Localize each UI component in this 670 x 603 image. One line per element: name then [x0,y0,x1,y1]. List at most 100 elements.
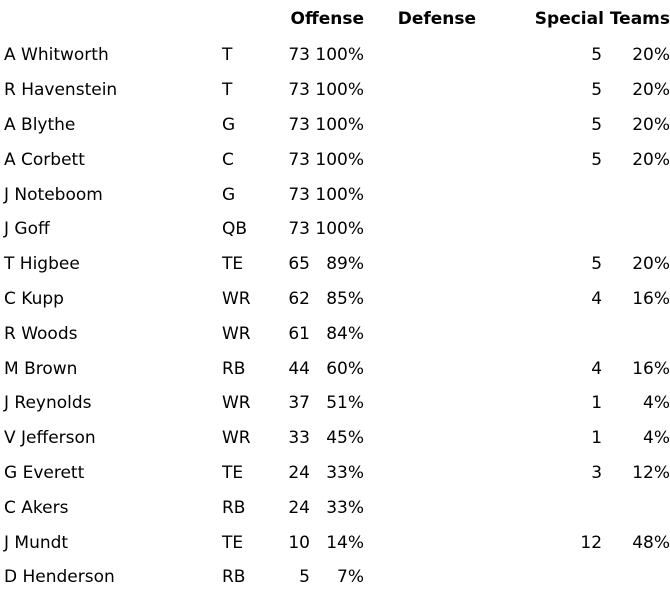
offense-snaps: 10 [288,532,310,553]
special-teams-percent [602,212,670,247]
offense-snaps: 73 [288,114,310,135]
defense-snaps [364,108,420,143]
special-teams-snaps: 1 [591,428,603,449]
special-teams-snaps: 3 [591,462,603,483]
special-teams-percent [602,560,670,595]
table-row: A Corbett C 73 100% 5 20% [0,142,670,177]
defense-percent [420,142,476,177]
defense-percent [420,73,476,108]
player-position: G [222,184,236,205]
defense-snaps [364,38,420,73]
special-teams-percent: 20% [632,114,670,135]
special-teams-snaps: 5 [591,45,603,66]
offense-snaps: 37 [288,393,310,414]
defense-snaps [364,177,420,212]
special-teams-percent: 20% [632,45,670,66]
defense-snaps [364,490,420,525]
offense-percent: 100% [315,80,365,101]
defense-snaps [364,247,420,282]
special-teams-percent: 16% [632,358,670,379]
player-position: T [222,80,233,101]
special-teams-snaps: 1 [591,393,603,414]
player-position: RB [222,497,246,518]
player-position: RB [222,358,246,379]
special-teams-snaps: 5 [591,149,603,170]
offense-percent: 100% [315,149,365,170]
player-name: A Corbett [4,149,85,170]
defense-snaps [364,560,420,595]
header-special-teams: Special Teams [534,9,670,29]
special-teams-percent: 20% [632,149,670,170]
special-teams-percent: 16% [632,288,670,309]
player-position: G [222,114,236,135]
special-teams-percent: 4% [643,393,670,414]
defense-snaps [364,351,420,386]
header-row: Offense Defense Special Teams [0,0,670,38]
defense-snaps [364,525,420,560]
special-teams-percent: 12% [632,462,670,483]
offense-snaps: 44 [288,358,310,379]
offense-percent: 60% [326,358,365,379]
offense-percent: 84% [326,323,365,344]
header-defense: Defense [397,9,477,29]
player-name: J Mundt [4,532,69,553]
table-row: M Brown RB 44 60% 4 16% [0,351,670,386]
offense-percent: 85% [326,288,365,309]
defense-percent [420,421,476,456]
player-position: WR [222,428,251,449]
offense-snaps: 33 [288,428,310,449]
offense-snaps: 24 [288,462,310,483]
header-offense: Offense [290,9,365,29]
defense-snaps [364,212,420,247]
defense-snaps [364,142,420,177]
offense-percent: 89% [326,254,365,275]
player-name: D Henderson [4,567,115,588]
offense-snaps: 73 [288,184,310,205]
defense-percent [420,525,476,560]
special-teams-snaps: 5 [591,80,603,101]
special-teams-percent: 4% [643,428,670,449]
special-teams-percent [602,316,670,351]
special-teams-percent: 20% [632,254,670,275]
player-name: J Goff [4,219,50,240]
special-teams-snaps [476,316,602,351]
player-position: WR [222,323,251,344]
offense-snaps: 62 [288,288,310,309]
defense-percent [420,108,476,143]
table-row: R Woods WR 61 84% [0,316,670,351]
player-position: TE [222,532,244,553]
offense-percent: 14% [326,532,365,553]
player-position: TE [222,462,244,483]
offense-snaps: 65 [288,254,310,275]
player-name: M Brown [4,358,78,379]
player-name: C Akers [4,497,69,518]
special-teams-snaps: 4 [591,358,603,379]
defense-percent [420,282,476,317]
defense-percent [420,490,476,525]
table-row: C Akers RB 24 33% [0,490,670,525]
special-teams-snaps [476,490,602,525]
player-name: A Blythe [4,114,76,135]
defense-snaps [364,316,420,351]
special-teams-snaps: 12 [580,532,603,553]
player-name: C Kupp [4,288,64,309]
defense-percent [420,456,476,491]
offense-percent: 33% [326,497,365,518]
header-blank-name [0,0,222,38]
player-position: QB [222,219,248,240]
offense-percent: 100% [315,219,365,240]
player-position: WR [222,393,251,414]
defense-percent [420,386,476,421]
offense-percent: 100% [315,45,365,66]
offense-snaps: 5 [299,567,310,588]
player-name: R Woods [4,323,78,344]
offense-snaps: 73 [288,45,310,66]
defense-snaps [364,282,420,317]
player-position: WR [222,288,251,309]
defense-percent [420,247,476,282]
special-teams-snaps: 4 [591,288,603,309]
table-row: A Whitworth T 73 100% 5 20% [0,38,670,73]
offense-percent: 51% [326,393,365,414]
table-row: T Higbee TE 65 89% 5 20% [0,247,670,282]
